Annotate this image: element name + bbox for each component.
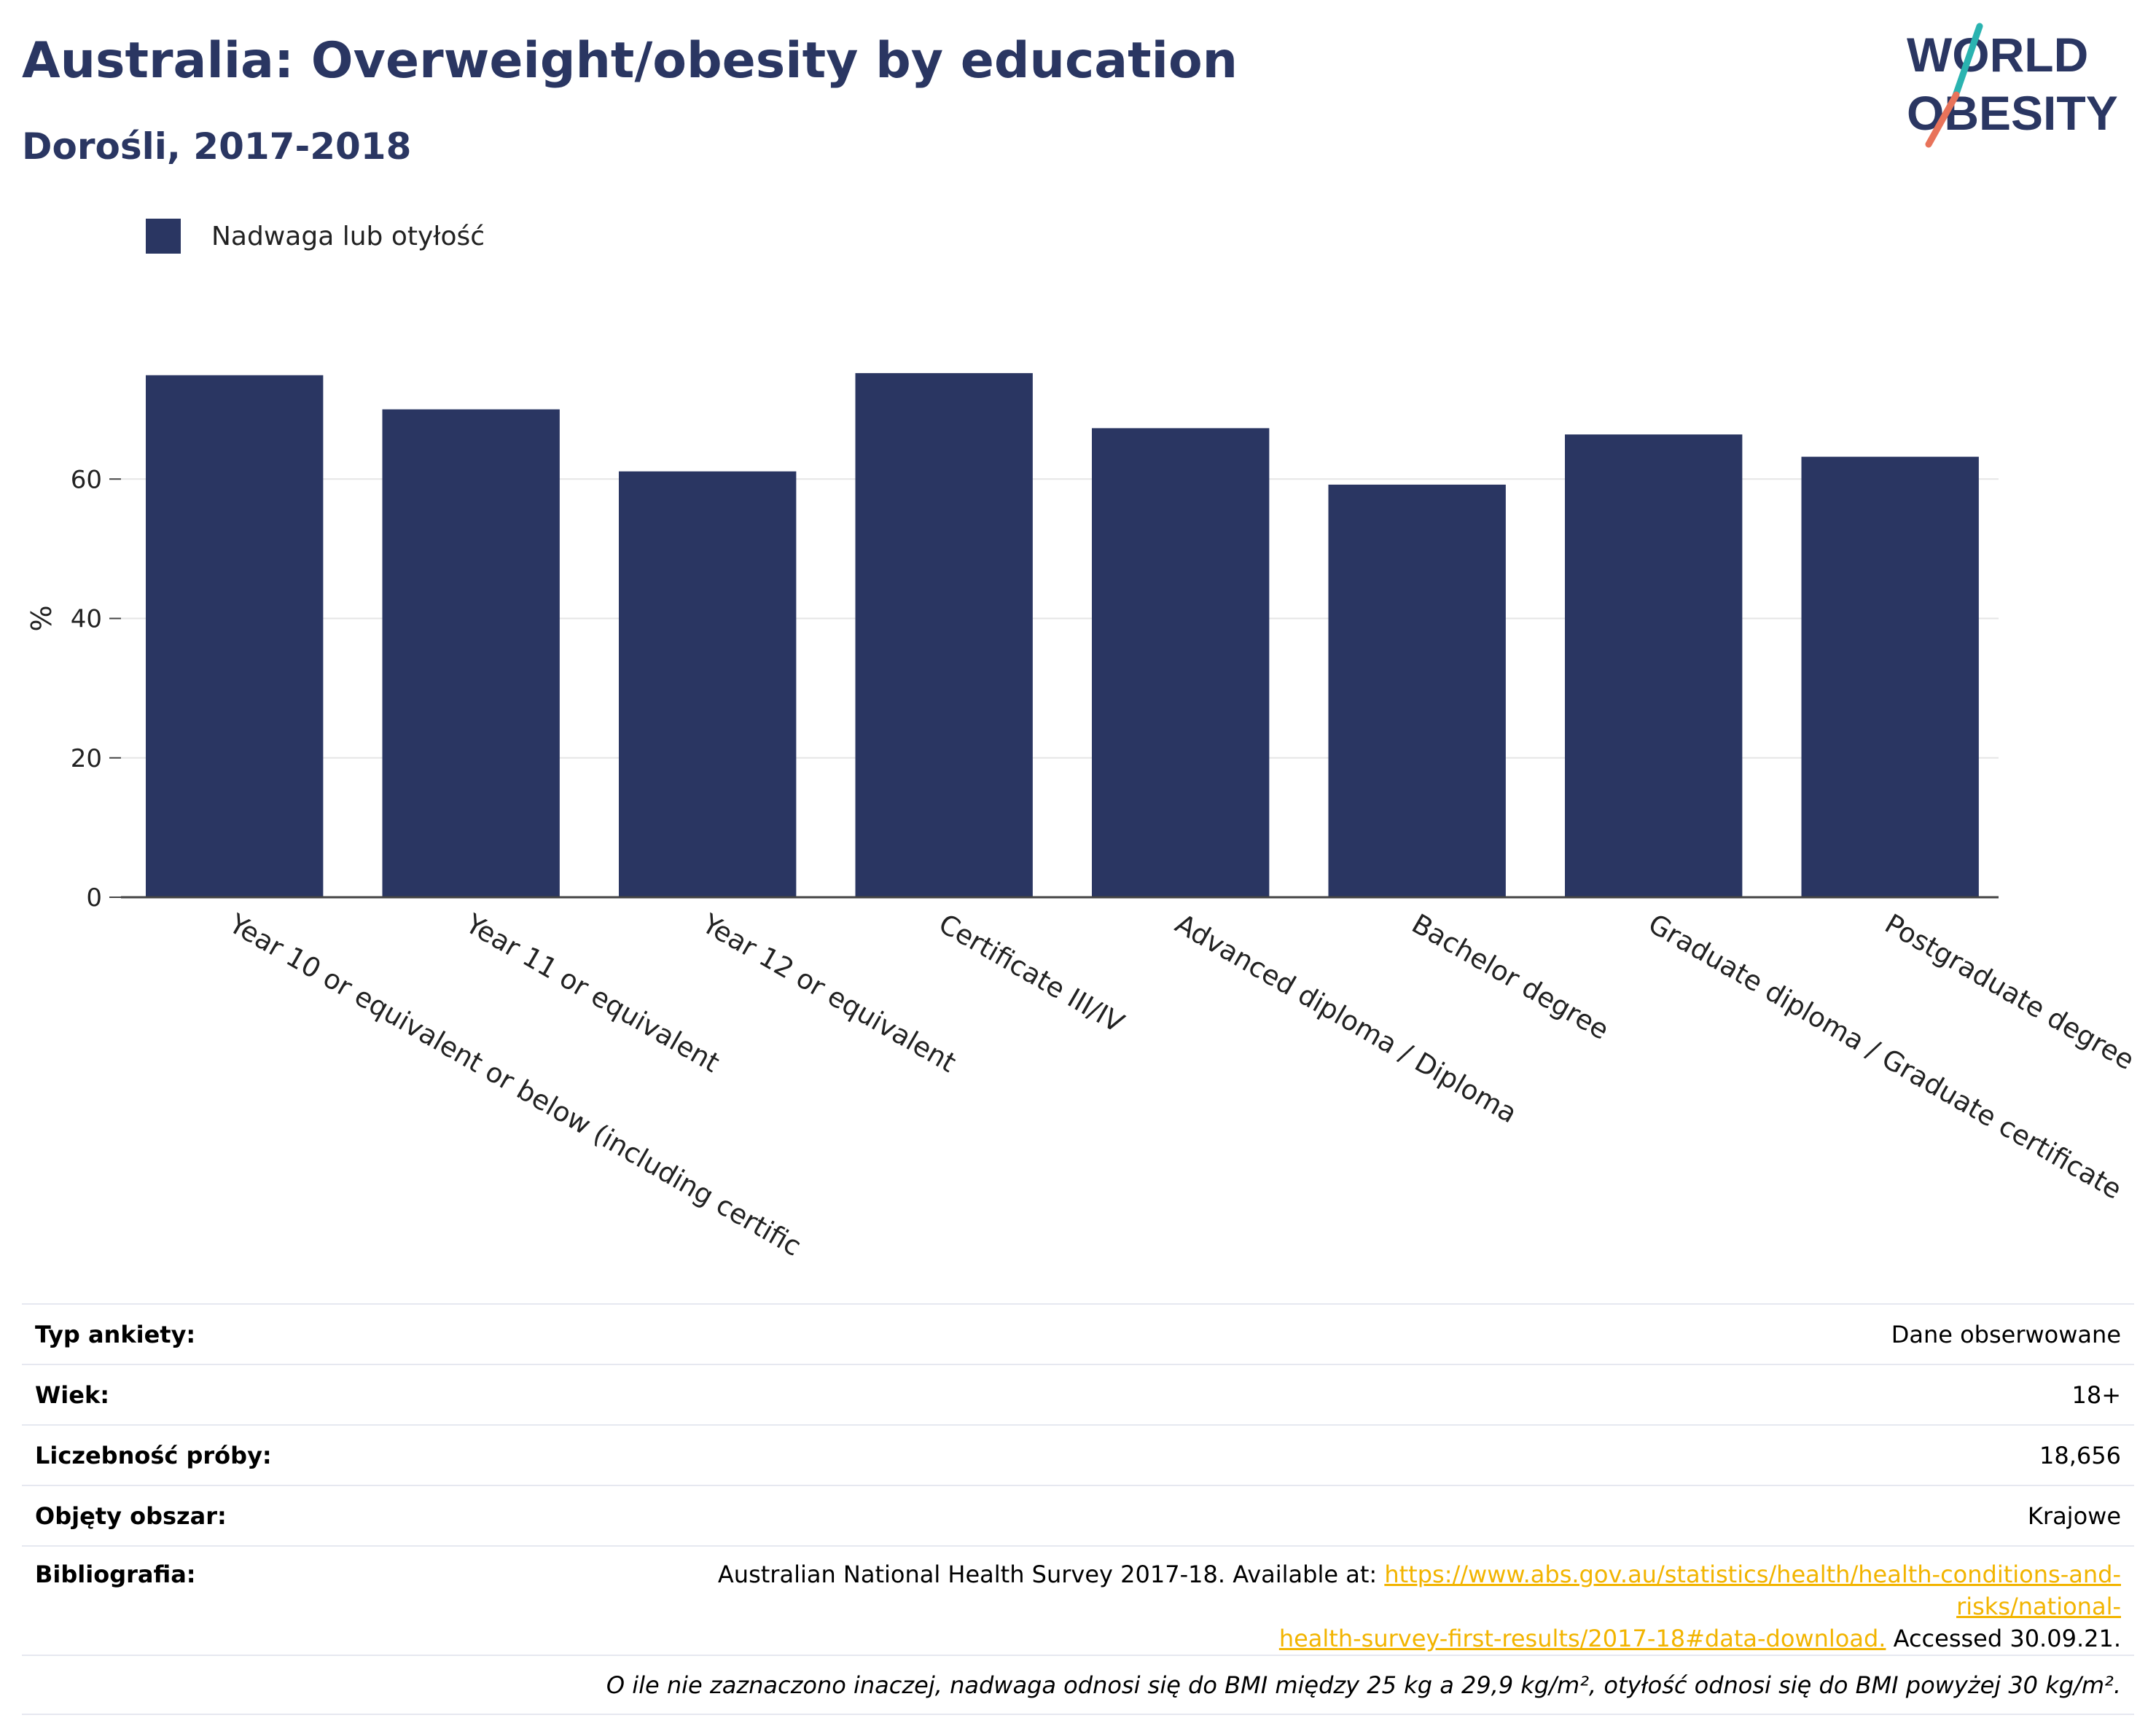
x-tick-label: Year 12 or equivalent	[696, 907, 961, 1079]
y-tick-label: 60	[71, 465, 102, 494]
logo-text-world: WORLD	[1907, 28, 2088, 82]
info-label: Liczebność próby:	[22, 1424, 558, 1485]
bar	[1565, 434, 1743, 897]
x-tick-label: Postgraduate degree	[1880, 908, 2140, 1077]
info-table: Typ ankiety: Dane obserwowane Wiek: 18+ …	[22, 1303, 2134, 1715]
y-axis-title: %	[26, 605, 58, 631]
world-obesity-logo: WORLD OBESITY	[1907, 23, 2118, 148]
info-value: 18,656	[558, 1424, 2134, 1485]
bar	[1092, 428, 1270, 897]
info-row-note: O ile nie zaznaczono inaczej, nadwaga od…	[22, 1655, 2134, 1715]
bar	[855, 372, 1033, 897]
y-tick-label: 40	[71, 605, 102, 634]
x-tick-label: Bachelor degree	[1407, 908, 1614, 1046]
chart-legend: Nadwaga lub otyłość	[146, 217, 485, 255]
logo-slash-top	[1951, 23, 1983, 101]
x-tick-label: Certificate III/IV	[934, 908, 1130, 1039]
info-label: Wiek:	[22, 1364, 558, 1425]
logo-slash-bottom	[1925, 91, 1960, 148]
info-row-sample-size: Liczebność próby: 18,656	[22, 1424, 2134, 1485]
bar	[382, 409, 560, 897]
chart-subtitle: Dorośli, 2017-2018	[22, 125, 412, 168]
info-row-area-covered: Objęty obszar: Krajowe	[22, 1485, 2134, 1546]
info-row-age: Wiek: 18+	[22, 1364, 2134, 1425]
bar	[146, 375, 324, 897]
bibliography-text: Australian National Health Survey 2017-1…	[717, 1561, 1385, 1588]
info-value: 18+	[558, 1364, 2134, 1425]
info-label: Objęty obszar:	[22, 1485, 558, 1546]
bibliography-accessed: Accessed 30.09.21.	[1886, 1625, 2121, 1652]
x-tick-label: Graduate diploma / Graduate certificate	[1643, 908, 2127, 1206]
bibliography-link-line1: https://www.abs.gov.au/statistics/health…	[1384, 1561, 2121, 1620]
bibliography-link-line2: health-survey-first-results/2017-18#data…	[1278, 1625, 1886, 1652]
bar	[619, 471, 797, 897]
info-value: Australian National Health Survey 2017-1…	[558, 1545, 2134, 1655]
y-tick-label: 0	[86, 883, 102, 913]
info-row-survey-type: Typ ankiety: Dane obserwowane	[22, 1303, 2134, 1364]
logo-text-obesity: OBESITY	[1907, 86, 2118, 140]
x-tick-label: Year 11 or equivalent	[460, 907, 725, 1079]
legend-label: Nadwaga lub otyłość	[211, 221, 485, 251]
y-tick-label: 20	[71, 744, 102, 773]
info-value: Krajowe	[558, 1485, 2134, 1546]
info-row-bibliography: Bibliografia: Australian National Health…	[22, 1545, 2134, 1655]
bmi-note: O ile nie zaznaczono inaczej, nadwaga od…	[22, 1655, 2134, 1715]
bar	[1801, 456, 1979, 897]
info-label: Typ ankiety:	[22, 1303, 558, 1364]
chart-title: Australia: Overweight/obesity by educati…	[22, 32, 1238, 90]
bibliography-link[interactable]: https://www.abs.gov.au/statistics/health…	[1279, 1561, 2121, 1652]
info-label: Bibliografia:	[22, 1545, 558, 1655]
info-value: Dane obserwowane	[558, 1303, 2134, 1364]
legend-swatch	[146, 219, 181, 254]
bar	[1328, 484, 1506, 897]
